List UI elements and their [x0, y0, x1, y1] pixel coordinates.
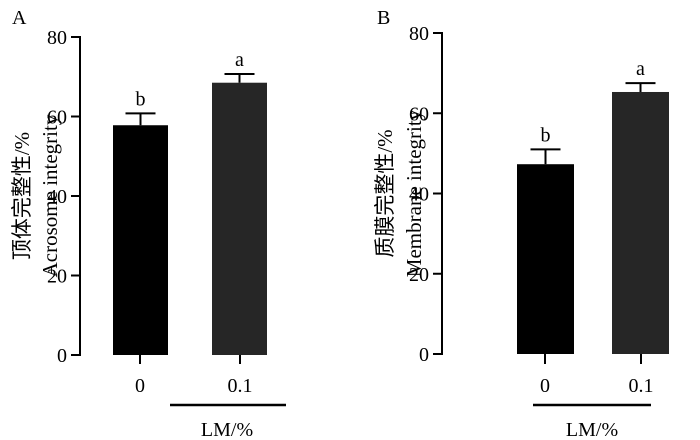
bar-0.1 [212, 82, 267, 356]
x-tick-label: 0.1 [629, 375, 654, 397]
panel-a: A 0 20 40 60 80 b a 0 0.1 LM/% 顶体完整性/% Acrosome inte… [10, 7, 286, 440]
panel-label: A [12, 7, 27, 29]
bar-0 [113, 125, 168, 356]
y-tick-label: 60 [47, 107, 67, 129]
x-tick-label: 0.1 [228, 375, 253, 397]
y-axis-label-cn: 质膜完整性/% [373, 129, 397, 257]
bar-0 [517, 164, 574, 354]
x-tick-label: 0 [135, 375, 145, 397]
y-tick-label: 20 [47, 266, 67, 288]
significance-letter: a [235, 49, 244, 71]
panel-label: B [377, 7, 390, 29]
bar-0.1 [612, 91, 669, 354]
y-axis-label-en: Membrane integrity [402, 109, 426, 277]
y-tick-label: 0 [57, 345, 67, 367]
significance-letter: b [136, 88, 146, 110]
y-tick-label: 80 [409, 23, 429, 45]
y-axis-label-en: Acrosome integrity [38, 114, 62, 277]
y-tick-label: 40 [409, 184, 429, 206]
y-tick-label: 60 [409, 103, 429, 125]
y-tick-label: 40 [47, 186, 67, 208]
y-tick-label: 20 [409, 264, 429, 286]
y-tick-label: 80 [47, 27, 67, 49]
x-axis-label: LM/% [566, 419, 618, 440]
x-tick-label: 0 [540, 375, 550, 397]
x-axis-label: LM/% [201, 419, 253, 440]
significance-letter: a [636, 58, 645, 80]
significance-letter: b [541, 124, 551, 146]
y-tick-label: 0 [419, 344, 429, 366]
y-axis-label-cn: 顶体完整性/% [10, 132, 34, 260]
panel-b: B 0 20 40 60 80 b a 0 0.1 LM/% 质膜完整性/% Membrane inte… [373, 7, 669, 440]
